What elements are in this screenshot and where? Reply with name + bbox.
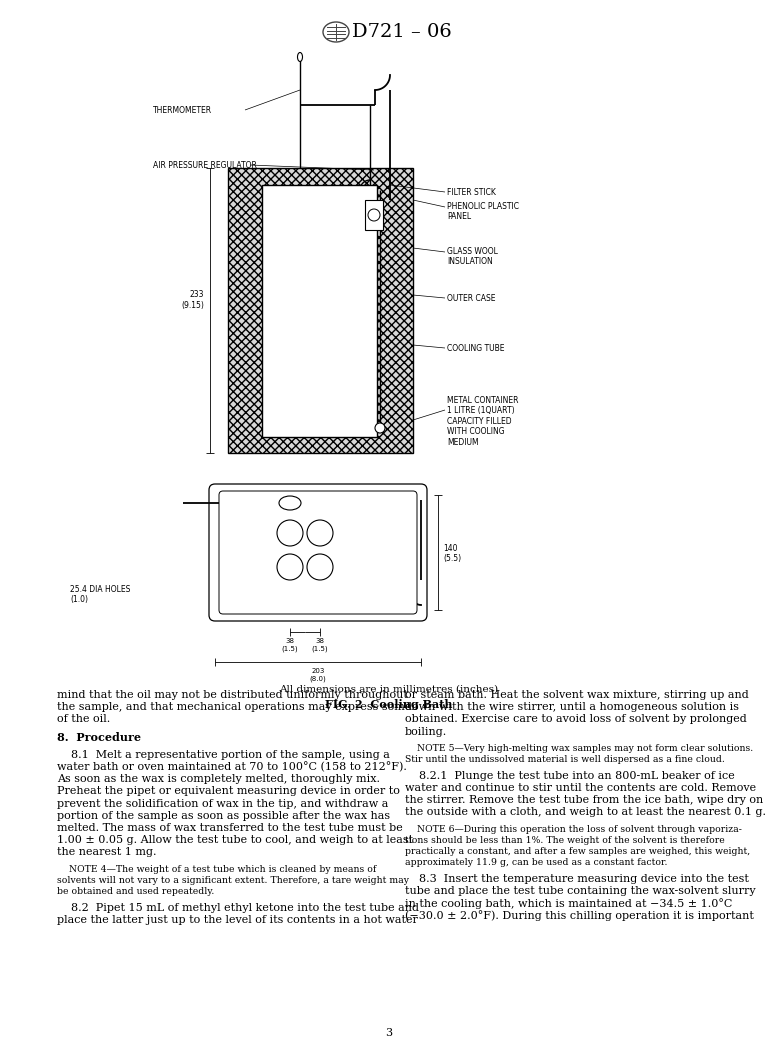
Text: (−30.0 ± 2.0°F). During this chilling operation it is important: (−30.0 ± 2.0°F). During this chilling op… — [405, 910, 754, 921]
Text: boiling.: boiling. — [405, 727, 447, 737]
Bar — [228, 168, 413, 453]
Text: METAL CONTAINER
1 LITRE (1QUART)
CAPACITY FILLED
WITH COOLING
MEDIUM: METAL CONTAINER 1 LITRE (1QUART) CAPACIT… — [447, 396, 518, 447]
Text: the stirrer. Remove the test tube from the ice bath, wipe dry on: the stirrer. Remove the test tube from t… — [405, 795, 763, 805]
Circle shape — [277, 520, 303, 545]
Circle shape — [375, 423, 385, 433]
Text: AIR PRESSURE REGULATOR: AIR PRESSURE REGULATOR — [153, 161, 257, 170]
Text: mind that the oil may not be distributed uniformly throughout: mind that the oil may not be distributed… — [57, 690, 408, 700]
Text: D721 – 06: D721 – 06 — [352, 23, 452, 41]
Text: Preheat the pipet or equivalent measuring device in order to: Preheat the pipet or equivalent measurin… — [57, 786, 400, 796]
Text: 1.00 ± 0.05 g. Allow the test tube to cool, and weigh to at least: 1.00 ± 0.05 g. Allow the test tube to co… — [57, 835, 413, 845]
Text: water bath or oven maintained at 70 to 100°C (158 to 212°F).: water bath or oven maintained at 70 to 1… — [57, 762, 407, 772]
Text: NOTE 4—The weight of a test tube which is cleaned by means of: NOTE 4—The weight of a test tube which i… — [57, 865, 377, 873]
Text: PHENOLIC PLASTIC
PANEL: PHENOLIC PLASTIC PANEL — [447, 202, 519, 222]
Text: 8.  Procedure: 8. Procedure — [57, 732, 141, 742]
Text: FIG. 2  Cooling Bath: FIG. 2 Cooling Bath — [325, 699, 453, 710]
Text: obtained. Exercise care to avoid loss of solvent by prolonged: obtained. Exercise care to avoid loss of… — [405, 714, 747, 725]
Text: Stir until the undissolved material is well dispersed as a fine cloud.: Stir until the undissolved material is w… — [405, 755, 725, 764]
Text: THERMOMETER: THERMOMETER — [153, 106, 212, 115]
Text: solvents will not vary to a significant extent. Therefore, a tare weight may: solvents will not vary to a significant … — [57, 875, 409, 885]
Text: the nearest 1 mg.: the nearest 1 mg. — [57, 847, 156, 858]
Text: As soon as the wax is completely melted, thoroughly mix.: As soon as the wax is completely melted,… — [57, 775, 380, 784]
Bar — [365, 200, 383, 230]
Ellipse shape — [279, 496, 301, 510]
Text: approximately 11.9 g, can be used as a constant factor.: approximately 11.9 g, can be used as a c… — [405, 858, 668, 866]
Text: place the latter just up to the level of its contents in a hot water: place the latter just up to the level of… — [57, 915, 418, 924]
Text: tions should be less than 1%. The weight of the solvent is therefore: tions should be less than 1%. The weight… — [405, 836, 725, 844]
Text: COOLING TUBE: COOLING TUBE — [447, 344, 504, 353]
Text: 203
(8.0): 203 (8.0) — [310, 668, 327, 682]
FancyBboxPatch shape — [209, 484, 427, 621]
Text: the sample, and that mechanical operations may express some: the sample, and that mechanical operatio… — [57, 703, 412, 712]
Text: 233
(9.15): 233 (9.15) — [181, 290, 204, 310]
Text: 25.4 DIA HOLES
(1.0): 25.4 DIA HOLES (1.0) — [70, 585, 131, 605]
FancyBboxPatch shape — [219, 491, 417, 614]
Bar — [262, 185, 377, 437]
Text: of the oil.: of the oil. — [57, 714, 110, 725]
Text: water and continue to stir until the contents are cold. Remove: water and continue to stir until the con… — [405, 783, 756, 793]
Text: melted. The mass of wax transferred to the test tube must be: melted. The mass of wax transferred to t… — [57, 823, 403, 833]
Text: NOTE 5—Very high-melting wax samples may not form clear solutions.: NOTE 5—Very high-melting wax samples may… — [405, 744, 753, 753]
Text: tube and place the test tube containing the wax-solvent slurry: tube and place the test tube containing … — [405, 886, 755, 896]
Text: portion of the sample as soon as possible after the wax has: portion of the sample as soon as possibl… — [57, 811, 390, 820]
Text: 8.1  Melt a representative portion of the sample, using a: 8.1 Melt a representative portion of the… — [57, 750, 390, 760]
Text: 3: 3 — [385, 1029, 393, 1038]
Text: in the cooling bath, which is maintained at −34.5 ± 1.0°C: in the cooling bath, which is maintained… — [405, 898, 732, 909]
Text: 8.2.1  Plunge the test tube into an 800-mL beaker of ice: 8.2.1 Plunge the test tube into an 800-m… — [405, 770, 734, 781]
Text: 140
(5.5): 140 (5.5) — [443, 544, 461, 563]
Text: 38
(1.5): 38 (1.5) — [312, 638, 328, 652]
Text: 38
(1.5): 38 (1.5) — [282, 638, 298, 652]
Ellipse shape — [297, 52, 303, 61]
Circle shape — [277, 554, 303, 580]
Text: be obtained and used repeatedly.: be obtained and used repeatedly. — [57, 887, 215, 895]
Text: 8.2  Pipet 15 mL of methyl ethyl ketone into the test tube and: 8.2 Pipet 15 mL of methyl ethyl ketone i… — [57, 903, 419, 913]
Text: prevent the solidification of wax in the tip, and withdraw a: prevent the solidification of wax in the… — [57, 798, 388, 809]
Text: GLASS WOOL
INSULATION: GLASS WOOL INSULATION — [447, 247, 498, 266]
Text: OUTER CASE: OUTER CASE — [447, 294, 496, 303]
Circle shape — [307, 554, 333, 580]
Text: or steam bath. Heat the solvent wax mixture, stirring up and: or steam bath. Heat the solvent wax mixt… — [405, 690, 748, 700]
Ellipse shape — [323, 22, 349, 42]
Circle shape — [368, 209, 380, 221]
Text: FILTER STICK: FILTER STICK — [447, 188, 496, 197]
Circle shape — [307, 520, 333, 545]
Text: 8.3  Insert the temperature measuring device into the test: 8.3 Insert the temperature measuring dev… — [405, 873, 749, 884]
Text: down with the wire stirrer, until a homogeneous solution is: down with the wire stirrer, until a homo… — [405, 703, 739, 712]
Text: NOTE 6—During this operation the loss of solvent through vaporiza-: NOTE 6—During this operation the loss of… — [405, 824, 742, 834]
Text: the outside with a cloth, and weigh to at least the nearest 0.1 g.: the outside with a cloth, and weigh to a… — [405, 808, 766, 817]
Text: practically a constant, and after a few samples are weighed, this weight,: practically a constant, and after a few … — [405, 846, 750, 856]
Text: All dimensions are in millimetres (inches): All dimensions are in millimetres (inche… — [279, 685, 499, 694]
